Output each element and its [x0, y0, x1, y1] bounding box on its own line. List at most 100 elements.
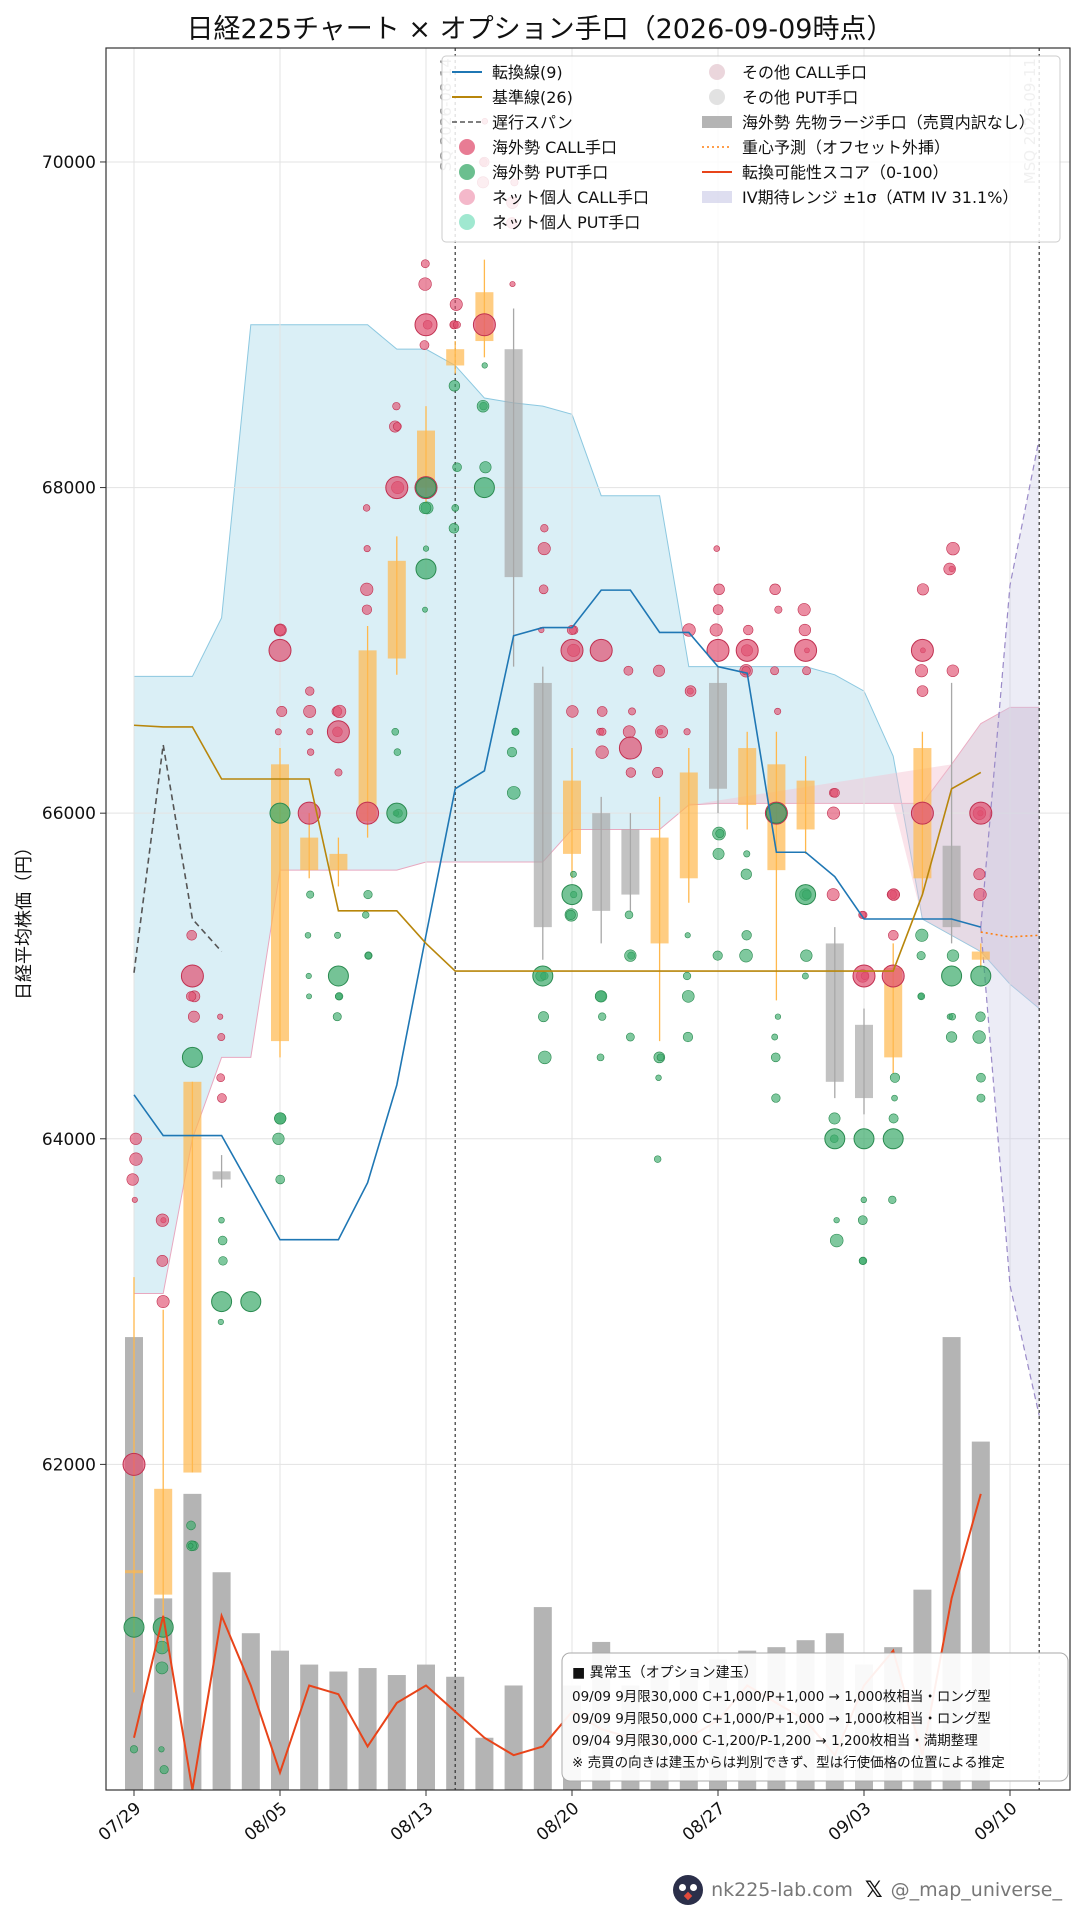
call-bubble [363, 545, 371, 553]
candle-body [387, 560, 406, 659]
put-bubble [624, 910, 634, 920]
put-bubble-large [853, 1128, 875, 1150]
x-logo-icon: 𝕏 [864, 1877, 883, 1903]
put-bubble [712, 950, 723, 961]
volume-bar [387, 1675, 406, 1790]
legend-label: 転換可能性スコア（0-100） [742, 163, 949, 182]
legend-label: 重心予測（オフセット外挿） [742, 138, 950, 157]
candle-body [125, 1570, 143, 1574]
y-axis-label: 日経平均株価（円） [14, 838, 35, 1000]
put-bubble [915, 928, 929, 942]
call-bubble [973, 868, 986, 881]
call-bubble [217, 1033, 226, 1041]
volume-bar [417, 1664, 435, 1790]
call-bubble [276, 706, 288, 717]
put-bubble [186, 1520, 196, 1531]
put-bubble [158, 1746, 165, 1753]
volume-bar [300, 1664, 319, 1790]
put-bubble [129, 1745, 139, 1754]
put-bubble-large [415, 477, 437, 499]
call-bubble-large [618, 736, 642, 760]
put-bubble-large [181, 1046, 203, 1068]
call-bubble [332, 704, 347, 719]
call-bubble [274, 728, 282, 736]
put-bubble [976, 1093, 986, 1103]
candle-body [329, 853, 348, 871]
candle-body [154, 1488, 173, 1595]
call-bubble [156, 1255, 169, 1267]
put-bubble [916, 951, 926, 961]
put-bubble [948, 1012, 957, 1021]
call-bubble-large [297, 801, 321, 825]
put-bubble [452, 462, 462, 472]
call-bubble [628, 707, 636, 716]
put-bubble-large [211, 1291, 233, 1313]
call-bubble [537, 542, 551, 556]
annotation-box [561, 1652, 1069, 1782]
call-bubble [186, 930, 197, 941]
call-bubble [774, 605, 783, 614]
put-bubble [305, 972, 312, 980]
volume-bar [212, 1572, 231, 1790]
legend-swatch-bubble [709, 89, 725, 105]
call-bubble [682, 623, 696, 637]
call-bubble [946, 664, 959, 677]
put-bubble [888, 1113, 899, 1124]
annotation-line: 09/04 9月限30,000 C-1,200/P-1,200 → 1,200枚… [572, 1733, 978, 1749]
put-bubble [596, 1053, 605, 1062]
call-bubble [887, 888, 900, 901]
call-bubble [334, 768, 343, 777]
call-bubble-large [969, 801, 993, 825]
call-bubble-large [472, 313, 496, 337]
call-bubble [802, 666, 812, 676]
y-tick-label: 62000 [42, 1455, 96, 1475]
put-bubble [653, 1155, 662, 1163]
put-bubble [770, 1052, 781, 1063]
call-bubble-large [356, 801, 380, 825]
volume-bar [533, 1607, 552, 1790]
footer-handle[interactable]: @_map_universe_ [890, 1879, 1062, 1901]
put-bubble [507, 786, 521, 800]
put-bubble [917, 992, 926, 1001]
put-bubble [479, 461, 492, 474]
cloud-span-a [134, 324, 1040, 1009]
put-bubble [800, 949, 813, 962]
call-bubble [915, 664, 929, 678]
put-bubble [364, 952, 372, 960]
call-bubble-large [910, 638, 934, 662]
call-bubble-large [180, 964, 204, 988]
call-bubble [566, 705, 579, 718]
call-bubble [653, 664, 665, 677]
legend-label: 転換線(9) [492, 63, 563, 82]
footer-site[interactable]: nk225-lab.com [711, 1879, 853, 1901]
candle-body [855, 1024, 873, 1099]
put-bubble [511, 727, 520, 736]
call-bubble [362, 504, 371, 512]
call-bubble [830, 787, 840, 798]
volume-bar [183, 1493, 202, 1790]
call-bubble [361, 604, 373, 615]
call-bubble [216, 1073, 226, 1083]
put-bubble [857, 1215, 868, 1226]
candle-body [446, 349, 465, 366]
put-bubble [655, 1074, 662, 1081]
call-bubble [598, 727, 607, 736]
legend-label: 基準線(26) [492, 88, 573, 107]
put-bubble [891, 1094, 898, 1102]
put-bubble [972, 1030, 986, 1044]
call-bubble [743, 624, 754, 636]
call-bubble [596, 706, 608, 717]
legend-swatch-band [702, 191, 732, 203]
put-bubble [889, 1072, 900, 1083]
put-bubble [538, 1011, 549, 1023]
put-bubble [565, 909, 576, 921]
candle-body [271, 764, 289, 1042]
put-bubble-large [824, 1128, 846, 1150]
put-bubble [771, 1033, 779, 1041]
put-bubble [218, 1256, 228, 1266]
legend-label: 海外勢 PUT手口 [492, 163, 608, 182]
volume-bar [475, 1737, 494, 1790]
put-bubble [155, 1661, 169, 1675]
put-bubble [393, 748, 402, 756]
